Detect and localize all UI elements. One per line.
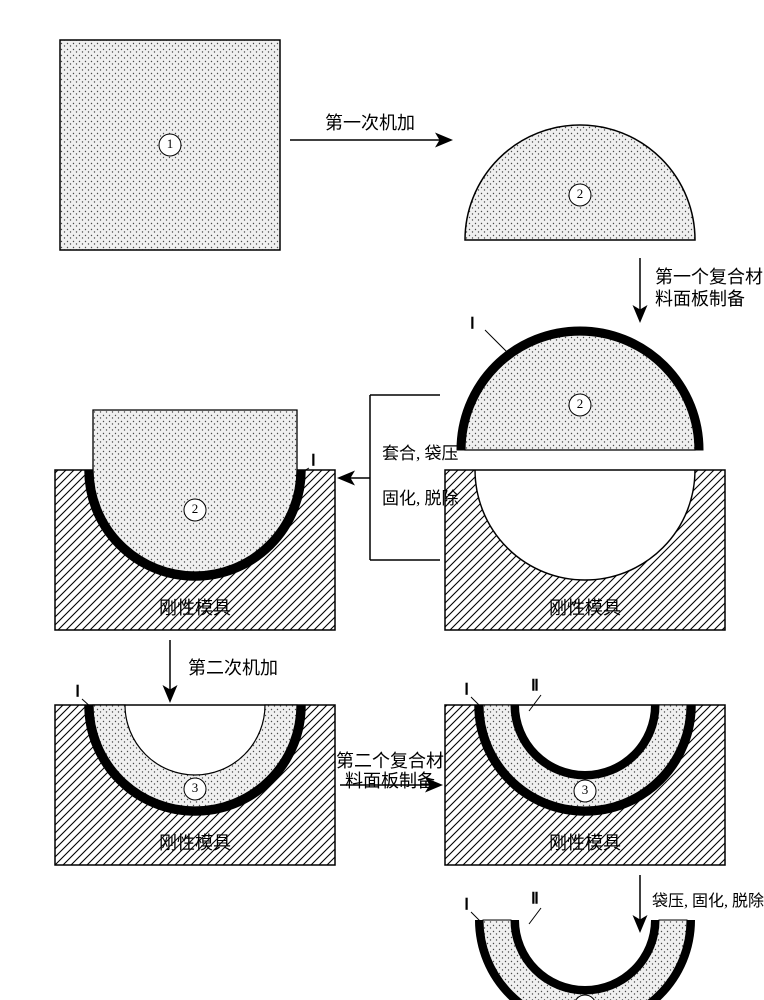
svg-text:Ⅰ: Ⅰ — [75, 684, 80, 701]
svg-text:料面板制备: 料面板制备 — [345, 771, 435, 791]
svg-text:Ⅰ: Ⅰ — [464, 897, 469, 914]
svg-text:Ⅰ: Ⅰ — [464, 682, 469, 699]
svg-text:Ⅰ: Ⅰ — [470, 316, 475, 333]
svg-text:刚性模具: 刚性模具 — [159, 598, 231, 618]
svg-text:料面板制备: 料面板制备 — [655, 289, 745, 309]
svg-text:刚性模具: 刚性模具 — [159, 833, 231, 853]
svg-text:第二个复合材: 第二个复合材 — [336, 751, 444, 771]
svg-text:Ⅱ: Ⅱ — [531, 891, 539, 908]
svg-text:1: 1 — [167, 136, 174, 151]
svg-text:固化, 脱除: 固化, 脱除 — [382, 489, 459, 508]
svg-text:刚性模具: 刚性模具 — [549, 833, 621, 853]
svg-text:2: 2 — [192, 501, 199, 516]
svg-text:第二次机加: 第二次机加 — [188, 658, 278, 678]
svg-text:第一次机加: 第一次机加 — [325, 113, 415, 133]
svg-text:3: 3 — [582, 782, 589, 797]
svg-text:袋压, 固化, 脱除: 袋压, 固化, 脱除 — [652, 892, 764, 910]
svg-text:第一个复合材: 第一个复合材 — [655, 267, 763, 287]
svg-text:刚性模具: 刚性模具 — [549, 598, 621, 618]
foam-dome — [465, 125, 695, 240]
svg-text:2: 2 — [577, 186, 584, 201]
svg-text:2: 2 — [577, 396, 584, 411]
svg-text:套合, 袋压: 套合, 袋压 — [382, 444, 459, 463]
svg-text:3: 3 — [192, 780, 199, 795]
svg-text:Ⅰ: Ⅰ — [311, 453, 316, 470]
svg-text:Ⅱ: Ⅱ — [531, 678, 539, 695]
